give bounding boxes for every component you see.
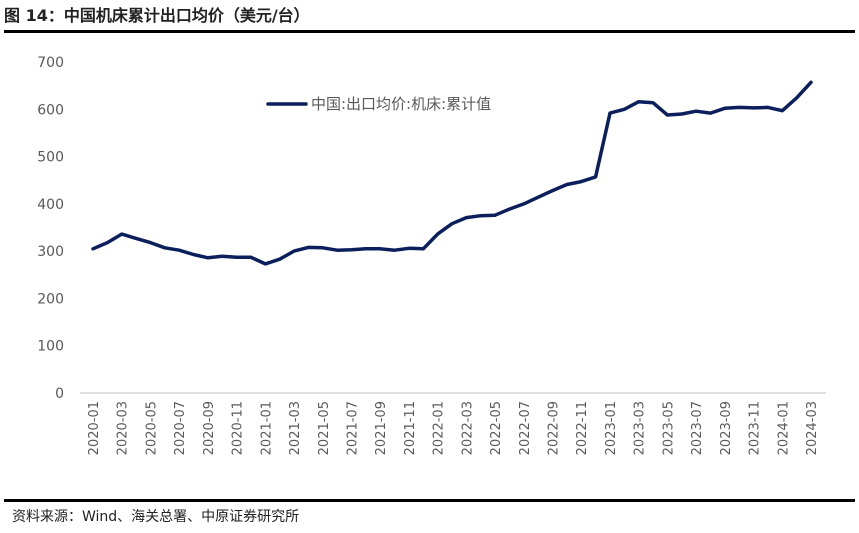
x-tick-label: 2022-07 bbox=[518, 401, 533, 455]
y-tick-label: 200 bbox=[37, 291, 64, 307]
x-tick-label: 2023-03 bbox=[633, 401, 648, 455]
x-tick-label: 2022-01 bbox=[432, 401, 447, 455]
y-tick-label: 400 bbox=[37, 197, 64, 213]
x-tick-label: 2022-03 bbox=[460, 401, 475, 455]
x-tick-label: 2020-05 bbox=[144, 401, 159, 455]
x-tick-label: 2021-11 bbox=[403, 401, 418, 455]
chart-series bbox=[91, 80, 813, 266]
source-note: 资料来源：Wind、海关总署、中原证券研究所 bbox=[12, 509, 300, 525]
source-divider bbox=[4, 499, 855, 502]
line-chart: 0 100 200 300 400 500 600 700 2020-01 2020-03 2020… bbox=[37, 55, 826, 455]
x-tick-label: 2023-11 bbox=[748, 401, 763, 455]
x-tick-label: 2021-03 bbox=[288, 401, 303, 455]
x-tick-label: 2022-09 bbox=[547, 401, 562, 455]
x-tick-label: 2021-09 bbox=[374, 401, 389, 455]
y-tick-label: 700 bbox=[37, 55, 64, 71]
x-tick-label: 2021-07 bbox=[345, 401, 360, 455]
x-tick-label: 2020-11 bbox=[231, 401, 246, 455]
x-tick-label: 2023-09 bbox=[719, 401, 734, 455]
chart-axes: 0 100 200 300 400 500 600 700 2020-01 2020-03 2020… bbox=[37, 55, 826, 455]
figure-title: 图 14：中国机床累计出口均价（美元/台） bbox=[4, 6, 310, 25]
x-tick-label: 2020-01 bbox=[87, 401, 102, 455]
x-tick-label: 2021-01 bbox=[259, 401, 274, 455]
chart-legend: 中国:出口均价:机床:累计值 bbox=[266, 95, 491, 113]
x-tick-label: 2023-01 bbox=[604, 401, 619, 455]
x-tick-label: 2020-09 bbox=[202, 401, 217, 455]
y-tick-label: 300 bbox=[37, 244, 64, 260]
y-tick-label: 500 bbox=[37, 150, 64, 166]
title-divider bbox=[4, 30, 855, 33]
y-tick-label: 600 bbox=[37, 102, 64, 118]
x-tick-label: 2022-05 bbox=[489, 401, 504, 455]
x-tick-label: 2020-07 bbox=[173, 401, 188, 455]
x-tick-label: 2023-07 bbox=[690, 401, 705, 455]
x-tick-label: 2024-01 bbox=[776, 401, 791, 455]
y-tick-label: 100 bbox=[37, 339, 64, 355]
legend-label: 中国:出口均价:机床:累计值 bbox=[311, 95, 491, 113]
x-tick-label: 2021-05 bbox=[317, 401, 332, 455]
series-line bbox=[91, 80, 813, 266]
x-tick-label: 2020-03 bbox=[116, 401, 131, 455]
y-tick-label: 0 bbox=[55, 386, 64, 402]
x-tick-label: 2024-03 bbox=[805, 401, 820, 455]
x-tick-label: 2022-11 bbox=[575, 401, 590, 455]
x-tick-label: 2023-05 bbox=[661, 401, 676, 455]
